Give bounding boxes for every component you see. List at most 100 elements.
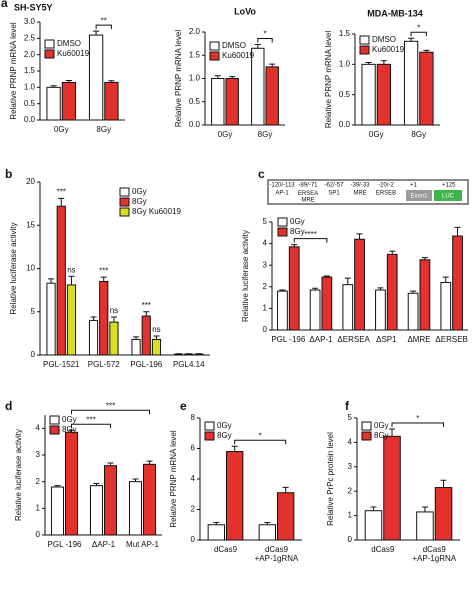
annotation: *** xyxy=(142,301,151,310)
bar xyxy=(377,64,390,125)
bar xyxy=(362,64,375,125)
legend-swatch xyxy=(362,422,371,430)
x-tick-label: PGL-572 xyxy=(88,360,121,369)
bar xyxy=(259,525,275,540)
bar xyxy=(174,354,182,355)
legend-label: Ku60019 xyxy=(57,49,90,58)
bar xyxy=(89,35,102,120)
annotation: ns xyxy=(67,265,75,274)
y-tick-label: 4 xyxy=(191,474,196,483)
legend-swatch xyxy=(278,218,287,226)
bar xyxy=(310,290,320,330)
error-bar xyxy=(91,317,97,320)
y-tick-label: 1 xyxy=(348,511,353,520)
bar xyxy=(227,452,243,540)
legend-label: 8Gy xyxy=(132,197,147,206)
bar xyxy=(62,82,75,120)
y-tick-label: 4 xyxy=(263,239,268,248)
error-bar xyxy=(48,279,54,283)
bar xyxy=(110,322,118,355)
error-bar xyxy=(370,507,376,511)
bar xyxy=(208,525,224,540)
y-tick-label: 2 xyxy=(263,282,268,291)
legend-label: 0Gy xyxy=(374,421,389,430)
error-bar xyxy=(455,227,461,236)
y-tick-label: 0 xyxy=(191,535,196,544)
y-tick-label: 10 xyxy=(26,264,35,273)
bar xyxy=(47,87,60,120)
y-tick-label: 1.5 xyxy=(339,29,351,38)
x-tick-label: 8Gy xyxy=(411,130,426,139)
x-tick-label: PGL -196 xyxy=(48,540,82,549)
y-tick-label: 0 xyxy=(348,535,353,544)
x-tick-label: ΔERSEA xyxy=(337,335,370,344)
bar xyxy=(408,293,418,330)
legend-label: Ku60019 xyxy=(372,45,405,54)
x-tick-label: PGL -196 xyxy=(271,335,305,344)
error-bar xyxy=(58,198,64,206)
significance-bracket xyxy=(294,239,327,243)
bar xyxy=(195,354,203,355)
x-tick-label: dCas9 xyxy=(214,545,238,554)
y-tick-label: 8 xyxy=(191,413,196,422)
bar xyxy=(51,487,63,535)
x-tick-label: PGL-1521 xyxy=(43,360,80,369)
annotation: *** xyxy=(99,266,108,275)
y-axis-label: Relative PrPc protein level xyxy=(326,432,335,526)
x-tick-label: ΔMRE xyxy=(407,335,430,344)
y-axis-label: Relative luciferase activity xyxy=(9,222,18,314)
y-tick-label: 0 xyxy=(31,350,36,359)
annotation: * xyxy=(263,30,266,39)
panel-letter: f xyxy=(345,399,350,413)
bar xyxy=(376,290,386,330)
legend-swatch xyxy=(205,422,214,430)
y-tick-label: 3 xyxy=(36,450,41,459)
annotation: **** xyxy=(304,230,316,239)
error-bar xyxy=(345,278,351,284)
bar xyxy=(89,320,97,355)
y-tick-label: 2 xyxy=(348,486,353,495)
x-tick-label: dCas9+AP-1gRNA xyxy=(412,545,456,563)
legend-label: 8Gy xyxy=(62,425,77,434)
bar xyxy=(266,67,278,125)
y-axis-label: Relative luciferase activity xyxy=(14,429,23,521)
error-bar xyxy=(111,317,117,322)
annotation: *** xyxy=(106,401,115,410)
annotation: *** xyxy=(57,188,66,197)
bar xyxy=(453,236,463,330)
annotation: ns xyxy=(110,306,118,315)
legend-swatch xyxy=(45,50,54,58)
legend-swatch xyxy=(210,42,219,50)
tss-label: +1 xyxy=(410,183,418,189)
significance-bracket xyxy=(96,25,111,29)
y-tick-label: 2 xyxy=(36,477,41,486)
bar xyxy=(57,206,65,355)
y-tick-label: 1.0 xyxy=(189,74,201,83)
bar xyxy=(90,486,102,535)
y-tick-label: 3 xyxy=(348,462,353,471)
x-tick-label: ΔAP-1 xyxy=(309,335,333,344)
bar xyxy=(226,79,238,126)
y-tick-label: 20 xyxy=(26,177,35,186)
bar xyxy=(47,283,55,355)
error-bar xyxy=(422,507,428,512)
legend-label: DMSO xyxy=(57,39,81,48)
legend-swatch xyxy=(362,432,371,440)
x-tick-label: dCas9+AP-1gRNA xyxy=(255,545,299,563)
x-tick-label: ΔAP-1 xyxy=(92,540,116,549)
y-tick-label: 1.5 xyxy=(189,50,201,59)
legend-label: DMSO xyxy=(222,41,246,50)
y-tick-label: 2.5 xyxy=(24,33,36,42)
y-axis-label: Relative PRNP mRNA level xyxy=(324,31,333,128)
legend-swatch xyxy=(120,188,129,196)
y-tick-label: 5 xyxy=(31,307,36,316)
bar xyxy=(185,354,193,355)
x-tick-label: 0Gy xyxy=(218,130,233,139)
annotation: * xyxy=(259,431,262,440)
x-tick-label: PGL-196 xyxy=(130,360,163,369)
legend-swatch xyxy=(120,208,129,216)
error-bar xyxy=(232,446,238,451)
